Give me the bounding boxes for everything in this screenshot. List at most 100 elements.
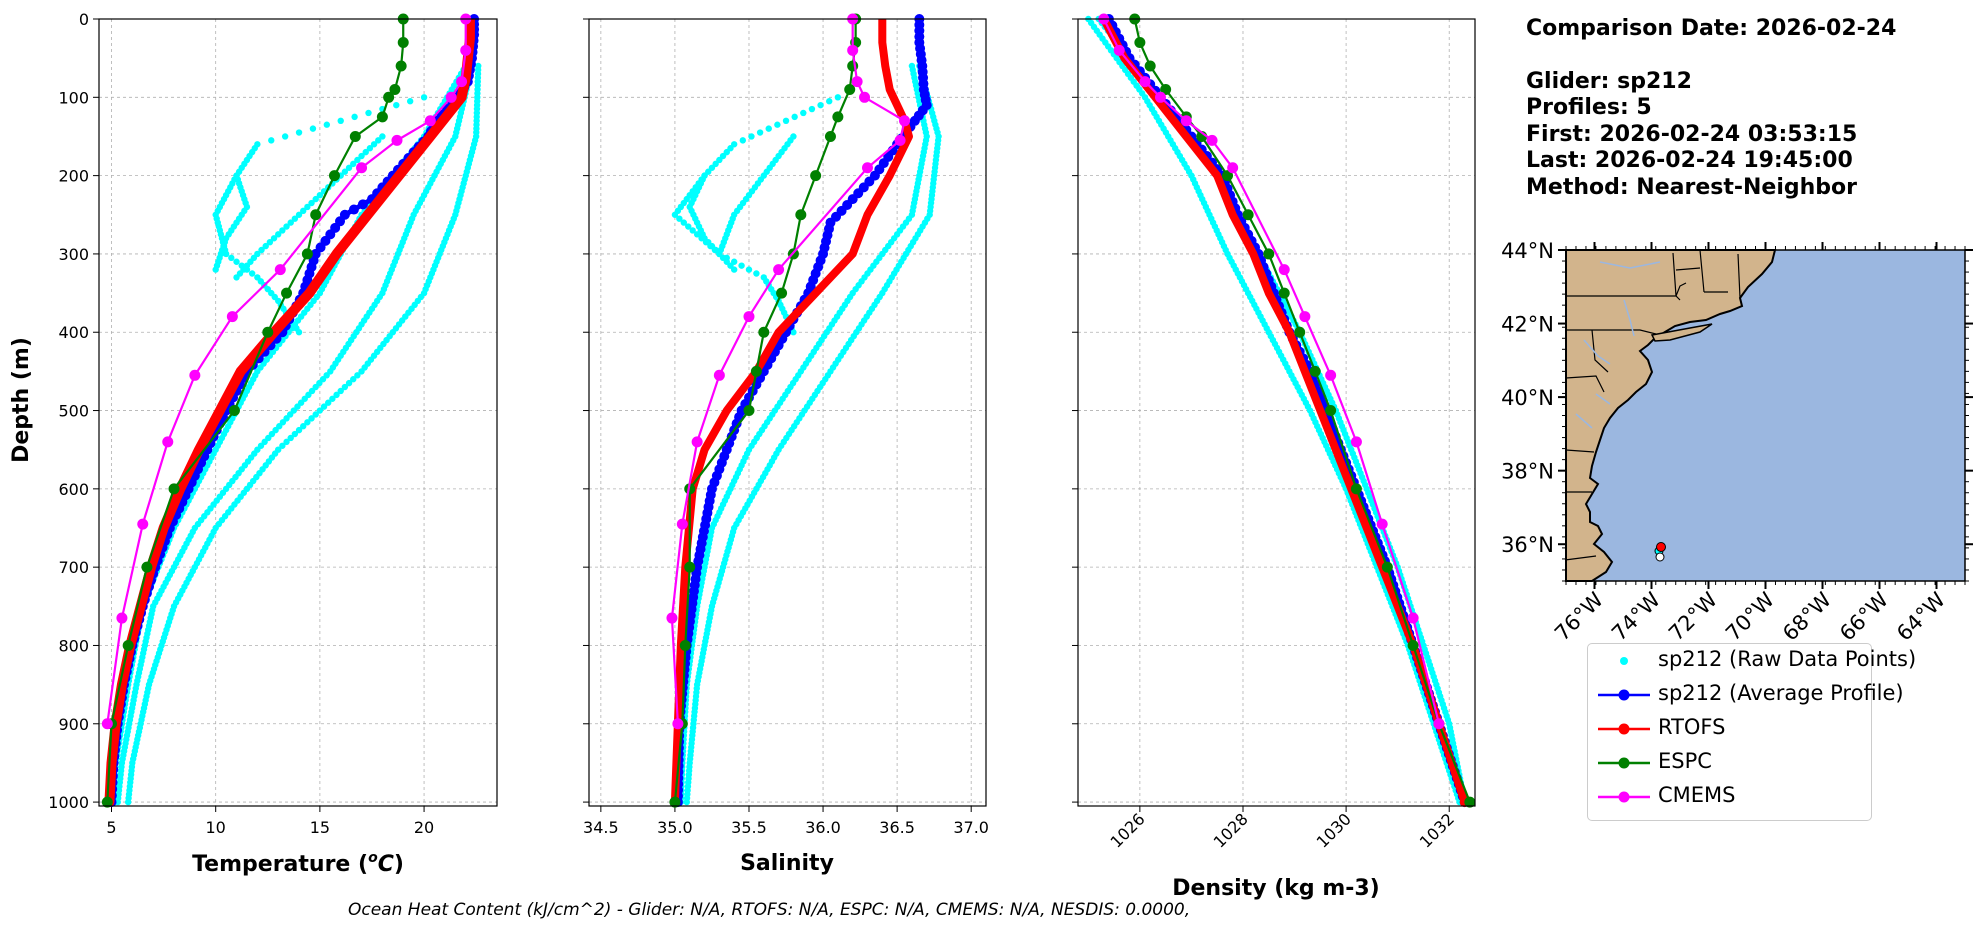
raw-data-point: [228, 254, 235, 262]
lon-tick-label: 70°W: [1721, 587, 1779, 645]
series-line-rtofs: [104, 19, 475, 803]
series-marker-espc: [795, 209, 807, 221]
series-marker-cmems: [456, 76, 468, 88]
raw-data-point: [676, 215, 683, 222]
series-marker-espc: [228, 405, 240, 417]
series-marker-espc: [141, 561, 153, 573]
y-tick-label: 300: [58, 245, 89, 264]
series-marker-cmems: [189, 369, 201, 381]
series-marker-espc: [1309, 365, 1321, 377]
raw-data-point: [281, 133, 289, 140]
series-marker-espc: [1160, 83, 1172, 95]
series-marker-espc: [101, 796, 113, 808]
raw-data-point: [304, 203, 311, 211]
axes-frame: [588, 18, 987, 807]
series-line-rtofs: [670, 19, 913, 803]
series-marker-espc: [1464, 796, 1476, 808]
raw-data-point: [316, 191, 324, 199]
raw-data-point: [680, 219, 688, 226]
series-marker-espc: [122, 639, 134, 651]
lon-tick-label: 68°W: [1778, 587, 1836, 645]
raw-data-point: [300, 207, 307, 215]
series-marker-cmems: [691, 436, 703, 448]
series-marker-cmems: [226, 311, 238, 323]
raw-data-point: [782, 117, 790, 125]
raw-data-point: [283, 438, 290, 446]
raw-data-point: [295, 129, 303, 136]
raw-data-point: [345, 164, 353, 171]
series-marker-espc: [1278, 287, 1290, 299]
average-profile-marker: [357, 199, 368, 210]
raw-data-point: [258, 246, 265, 254]
series-marker-espc: [1222, 170, 1234, 182]
series-marker-espc: [389, 83, 401, 95]
series-marker-cmems: [1206, 134, 1218, 146]
x-tick-label: 15: [310, 818, 330, 837]
raw-data-point: [287, 219, 294, 226]
series-line-cmems: [106, 19, 467, 724]
map-state-borders: [1564, 249, 1741, 561]
raw-data-point: [337, 387, 344, 395]
raw-data-point: [275, 231, 282, 238]
series-marker-espc: [349, 130, 361, 142]
raw-data-point: [808, 105, 816, 113]
series-marker-cmems: [672, 718, 684, 730]
legend-label-rtofs: RTOFS: [1658, 715, 1726, 739]
raw-data-point: [753, 270, 760, 277]
series-marker-cmems: [137, 518, 149, 530]
raw-data-point: [354, 372, 361, 379]
method: Method: Nearest-Neighbor: [1526, 174, 1857, 200]
series-marker-espc: [1134, 36, 1146, 48]
density-panel: 1026 1028 1030 1032: [1072, 13, 1476, 852]
legend-item-cmems: CMEMS: [1588, 780, 1871, 814]
density-axis-label: Density (kg m-3): [1172, 876, 1380, 901]
raw-data-point: [333, 391, 340, 399]
temperature-axis-label: Temperature (oC): [192, 850, 404, 877]
series-marker-espc: [750, 365, 762, 377]
series-marker-cmems: [1227, 162, 1239, 174]
lon-tick-label: 74°W: [1607, 587, 1665, 645]
location-map: 44°N 42°N 40°N 38°N 36°N 76°W 74°W 72°W 70°W 68°…: [1501, 239, 1973, 646]
legend-item-espc: ESPC: [1588, 746, 1871, 780]
series-marker-cmems: [743, 311, 755, 323]
series-marker-cmems: [676, 518, 688, 530]
series-marker-espc: [281, 287, 293, 299]
series-marker-espc: [1381, 561, 1393, 573]
raw-data-point: [365, 109, 372, 117]
raw-data-point: [312, 195, 319, 203]
series-marker-espc: [1294, 326, 1306, 338]
raw-data-point: [420, 94, 428, 101]
raw-data-point: [406, 98, 414, 105]
series-marker-cmems: [1350, 436, 1362, 448]
y-tick-label: 500: [58, 402, 89, 421]
raw-data-point: [312, 411, 319, 418]
series-marker-cmems: [1139, 76, 1151, 88]
series-marker-espc: [1144, 60, 1156, 72]
series-marker-cmems: [713, 369, 725, 381]
lon-tick-label: 72°W: [1664, 587, 1722, 645]
series-marker-espc: [669, 796, 681, 808]
raw-data-point: [393, 101, 400, 109]
series-marker-cmems: [1433, 718, 1445, 730]
series-marker-espc: [758, 326, 770, 338]
raw-data-point: [354, 156, 361, 164]
raw-data-point: [826, 98, 833, 105]
series-marker-cmems: [391, 134, 403, 146]
map-land: [1565, 249, 1777, 582]
raw-data-point: [295, 211, 303, 218]
raw-data-point: [124, 798, 132, 806]
x-tick-label: 1028: [1210, 809, 1252, 851]
series-line-rtofs: [1100, 17, 1469, 804]
raw-data-point: [279, 442, 286, 449]
map-long-island: [1650, 323, 1713, 342]
series-marker-cmems: [1154, 91, 1166, 103]
lat-tick-label: 36°N: [1501, 533, 1554, 557]
raw-data-point: [345, 379, 353, 387]
raw-data-point: [341, 168, 349, 175]
x-tick-label: 1026: [1106, 809, 1148, 851]
legend-item-average: sp212 (Average Profile): [1588, 678, 1904, 712]
raw-data-point: [689, 227, 696, 234]
axes-frame: [1077, 18, 1476, 807]
series-marker-cmems: [116, 612, 128, 624]
series-marker-cmems: [899, 115, 911, 127]
